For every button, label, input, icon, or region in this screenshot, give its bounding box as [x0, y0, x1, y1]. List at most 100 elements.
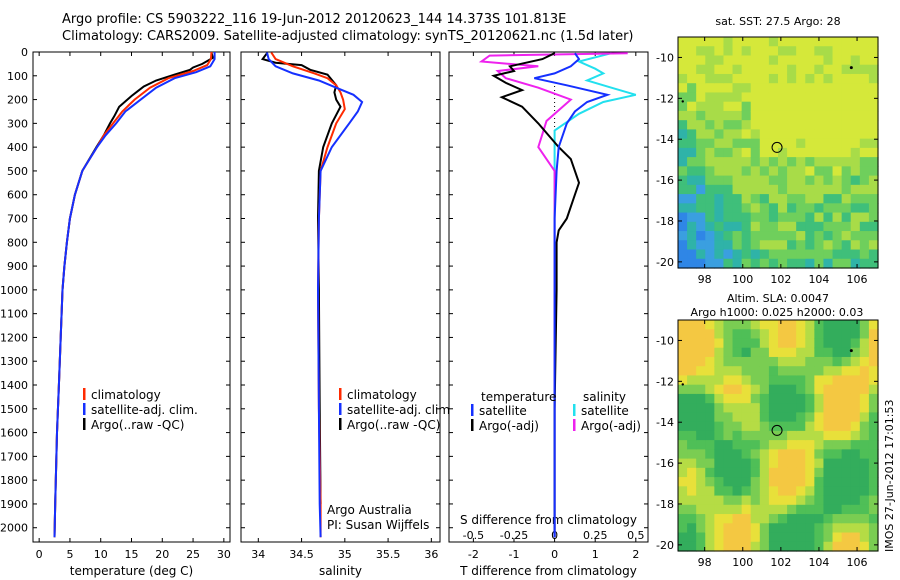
map-cell — [750, 458, 761, 469]
map-cell — [778, 212, 788, 223]
map-cell — [714, 347, 725, 358]
map-cell — [732, 258, 743, 269]
map-cell — [805, 231, 815, 241]
map-cell — [805, 403, 815, 413]
map-cell — [841, 495, 852, 506]
map-cell — [759, 129, 770, 140]
map-cell — [778, 138, 788, 149]
map-cell — [696, 120, 706, 130]
map-cell — [841, 393, 852, 404]
map-cell — [678, 412, 688, 423]
map-cell — [814, 523, 825, 534]
map-cell — [841, 231, 852, 241]
map-cell — [723, 320, 734, 330]
map-cell — [832, 467, 843, 478]
map-cell — [687, 184, 697, 195]
map-cell — [805, 338, 815, 349]
map-cell — [741, 240, 752, 251]
map-cell — [778, 73, 788, 84]
map-cell — [732, 46, 743, 57]
map-cell — [732, 338, 743, 349]
legend-swatch — [573, 404, 576, 416]
map-cell — [796, 403, 806, 413]
map-cell — [687, 194, 697, 204]
map-cell — [741, 347, 752, 358]
map-cell — [732, 147, 743, 158]
map-cell — [787, 486, 797, 497]
map-cell — [832, 221, 843, 232]
map-cell — [850, 212, 861, 223]
map-cell — [714, 258, 725, 269]
map-cell — [859, 366, 870, 377]
map-cell — [778, 477, 788, 487]
map-cell — [805, 320, 815, 330]
map-cell — [723, 175, 734, 186]
map-cell — [741, 375, 752, 386]
map-cell — [868, 532, 879, 543]
map-cell — [850, 73, 861, 84]
map-cell — [805, 175, 815, 186]
map-cell — [778, 356, 788, 367]
map-cell — [841, 55, 852, 66]
map-cell — [741, 366, 752, 377]
map-cell — [859, 486, 870, 497]
map-cell — [832, 110, 843, 121]
map-cell — [696, 458, 706, 469]
map-cell — [678, 221, 688, 232]
map-cell — [759, 194, 770, 204]
map-cell — [796, 541, 806, 552]
map-cell — [750, 320, 761, 330]
map-cell — [814, 212, 825, 223]
map-cell — [750, 221, 761, 232]
map-cell — [687, 55, 697, 66]
map-cell — [868, 221, 879, 232]
map-cell — [741, 421, 752, 432]
map-cell — [787, 477, 797, 487]
map-cell — [805, 440, 815, 450]
map-cell — [687, 83, 697, 94]
map-cell — [787, 403, 797, 413]
map-cell — [687, 523, 697, 534]
map-cell — [841, 147, 852, 158]
map-cell — [778, 55, 788, 66]
map-cell — [787, 393, 797, 404]
map-cell — [741, 203, 752, 214]
map-cell — [805, 477, 815, 487]
map-cell — [850, 83, 861, 94]
map-cell — [768, 64, 779, 75]
map-cell — [696, 129, 706, 140]
map-cell — [850, 440, 861, 450]
map-cell — [696, 486, 706, 497]
map-cell — [741, 320, 752, 330]
map-cell — [823, 384, 834, 395]
legend-label: Argo(..raw -QC) — [91, 418, 184, 432]
map-cell — [868, 421, 879, 432]
map-cell — [723, 421, 734, 432]
map-cell — [741, 110, 752, 121]
map-cell — [850, 101, 861, 112]
map-cell — [868, 514, 879, 524]
map-cell — [741, 120, 752, 130]
map-cell — [705, 523, 715, 534]
salinity-legend-title: salinity — [583, 390, 626, 404]
map-cell — [787, 329, 797, 340]
map-cell — [705, 514, 715, 524]
map-y-tick-label: -10 — [656, 51, 674, 64]
map-cell — [850, 129, 861, 140]
map-cell — [841, 37, 852, 47]
map-cell — [723, 440, 734, 450]
map-cell — [714, 37, 725, 47]
map-cell — [750, 110, 761, 121]
map-cell — [678, 120, 688, 130]
map-cell — [832, 412, 843, 423]
map-cell — [859, 194, 870, 204]
x-tick-label: 35.5 — [376, 548, 401, 561]
map-cell — [841, 338, 852, 349]
map-cell — [741, 412, 752, 423]
map-cell — [778, 101, 788, 112]
map-cell — [714, 194, 725, 204]
map-cell — [832, 175, 843, 186]
map-cell — [723, 221, 734, 232]
map-cell — [868, 366, 879, 377]
